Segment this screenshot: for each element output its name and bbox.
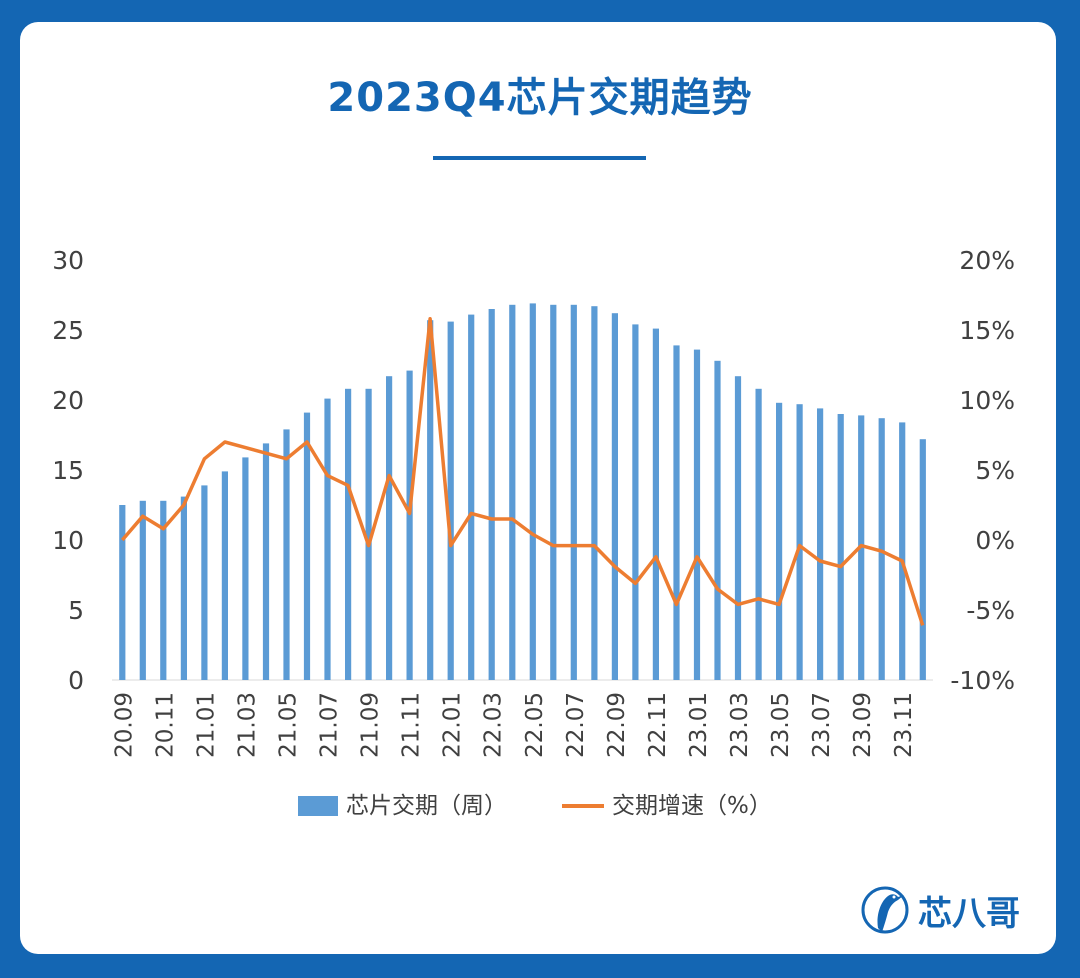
bar-20.11: [160, 500, 167, 680]
bar-23.05: [776, 402, 783, 680]
y-left-tick-label: 30: [52, 246, 84, 275]
bar-21.05: [283, 429, 290, 680]
y-left-tick-label: 20: [52, 386, 84, 415]
x-tick-label: 22.11: [645, 692, 671, 758]
x-tick-label: 21.01: [193, 692, 219, 758]
x-tick-label: 23.03: [727, 692, 753, 758]
heron-logo-icon: [861, 886, 909, 934]
x-tick-label: 20.09: [111, 692, 137, 758]
y-left-tick-label: 25: [52, 316, 84, 345]
x-tick-label: 23.07: [809, 692, 835, 758]
bar-22.12: [673, 345, 680, 680]
bar-22.06: [550, 304, 557, 680]
bar-21.01: [201, 485, 208, 680]
x-tick-label: 21.05: [276, 692, 302, 758]
y-left-tick-label: 10: [52, 526, 84, 555]
bar-23.12: [919, 439, 926, 680]
bar-21.12: [427, 320, 434, 680]
y-left-tick-label: 0: [68, 666, 84, 695]
y-right-tick-label: 5%: [975, 456, 1015, 485]
x-tick-label: 20.11: [152, 692, 178, 758]
bar-22.07: [570, 304, 577, 680]
bar-22.01: [447, 321, 454, 680]
x-tick-label: 23.05: [768, 692, 794, 758]
x-tick-label: 21.03: [234, 692, 260, 758]
y-right-tick-label: 15%: [959, 316, 1015, 345]
x-tick-label: 21.11: [399, 692, 425, 758]
legend-bar-swatch: [298, 796, 338, 816]
bar-20.10: [139, 500, 146, 680]
bar-22.11: [652, 328, 659, 680]
bar-20.09: [119, 505, 126, 680]
bar-23.02: [714, 360, 721, 680]
bar-21.06: [303, 412, 311, 680]
bar-22.08: [591, 306, 598, 680]
legend-bar-label: 芯片交期（周）: [346, 793, 507, 819]
bar-23.07: [817, 408, 824, 680]
bar-20.12: [180, 496, 187, 680]
bar-21.07: [324, 398, 331, 680]
bar-21.03: [242, 457, 249, 680]
bar-23.06: [796, 404, 803, 680]
x-tick-label: 22.07: [563, 692, 589, 758]
bar-23.01: [693, 349, 701, 680]
bar-21.04: [262, 443, 270, 680]
y-right-tick-label: 10%: [959, 386, 1015, 415]
y-left-tick-label: 5: [68, 596, 84, 625]
growth-line: [120, 317, 925, 626]
bar-23.11: [899, 422, 906, 680]
y-right-tick-label: -5%: [966, 596, 1015, 625]
x-tick-label: 22.03: [481, 692, 507, 758]
brand-logo: 芯八哥: [858, 880, 1020, 940]
bar-23.10: [878, 418, 885, 680]
bar-22.02: [468, 314, 475, 680]
legend-line-label: 交期增速（%）: [612, 793, 772, 819]
bar-23.03: [734, 376, 742, 680]
bar-22.09: [611, 313, 618, 680]
bar-22.03: [488, 309, 495, 680]
bar-21.08: [345, 388, 352, 680]
x-tick-label: 21.07: [317, 692, 343, 758]
x-tick-label: 23.09: [850, 692, 876, 758]
bar-23.04: [755, 388, 762, 680]
brand-name: 芯八哥: [918, 893, 1020, 934]
bar-21.02: [221, 471, 228, 680]
y-left-tick-label: 15: [52, 456, 84, 485]
x-tick-label: 22.01: [440, 692, 466, 758]
bar-21.10: [386, 376, 393, 680]
bar-22.05: [529, 303, 536, 680]
x-tick-label: 23.01: [686, 692, 712, 758]
y-right-tick-label: -10%: [950, 666, 1015, 695]
y-right-tick-label: 20%: [959, 246, 1015, 275]
page-title: 2023Q4芯片交期趋势: [327, 75, 753, 121]
bar-21.11: [406, 370, 413, 680]
x-tick-label: 21.09: [358, 692, 384, 758]
title-underline: [433, 156, 646, 160]
y-right-tick-label: 0%: [975, 526, 1015, 555]
x-tick-label: 22.05: [522, 692, 548, 758]
bar-22.04: [509, 304, 516, 680]
bar-21.09: [365, 388, 372, 680]
x-tick-label: 22.09: [604, 692, 630, 758]
bar-23.08: [837, 414, 844, 680]
bar-22.10: [632, 324, 639, 680]
x-tick-label: 23.11: [891, 692, 917, 758]
